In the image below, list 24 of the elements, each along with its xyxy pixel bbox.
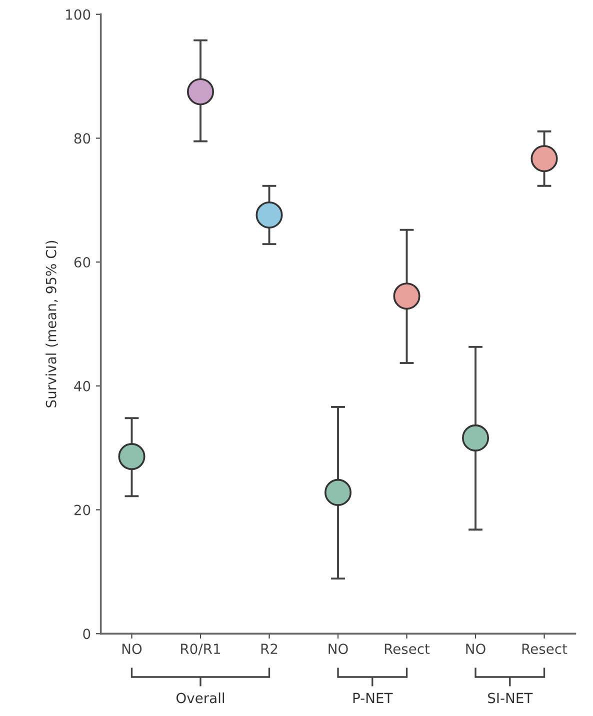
y-tick-label: 0 <box>83 628 90 640</box>
text: P-NET <box>353 692 393 704</box>
x-tick-label: NO <box>328 644 348 654</box>
y-tick-label: 80 <box>74 133 90 144</box>
text: SI-NET <box>488 692 533 704</box>
x-tick-label: NO <box>466 644 486 654</box>
x-tick-label: Resect <box>522 644 568 654</box>
point <box>256 201 283 229</box>
x-tick-label: R2 <box>261 644 278 654</box>
x-tick-label: R0/R1 <box>181 644 220 656</box>
y-axis-title: Survival (mean, 95% CI) <box>46 240 58 408</box>
point <box>324 478 352 506</box>
point <box>530 145 558 172</box>
point <box>393 282 420 310</box>
point <box>462 424 490 452</box>
y-tick-label: 40 <box>74 380 90 392</box>
point <box>186 78 214 106</box>
x-tick-label: Resect <box>384 644 430 654</box>
y-tick-label: 60 <box>74 257 90 268</box>
x-tick-label: NO <box>122 644 142 654</box>
y-tick-label: 20 <box>74 504 90 516</box>
point <box>118 443 146 470</box>
text: Overall <box>176 692 224 704</box>
y-tick-label: 100 <box>66 9 90 20</box>
